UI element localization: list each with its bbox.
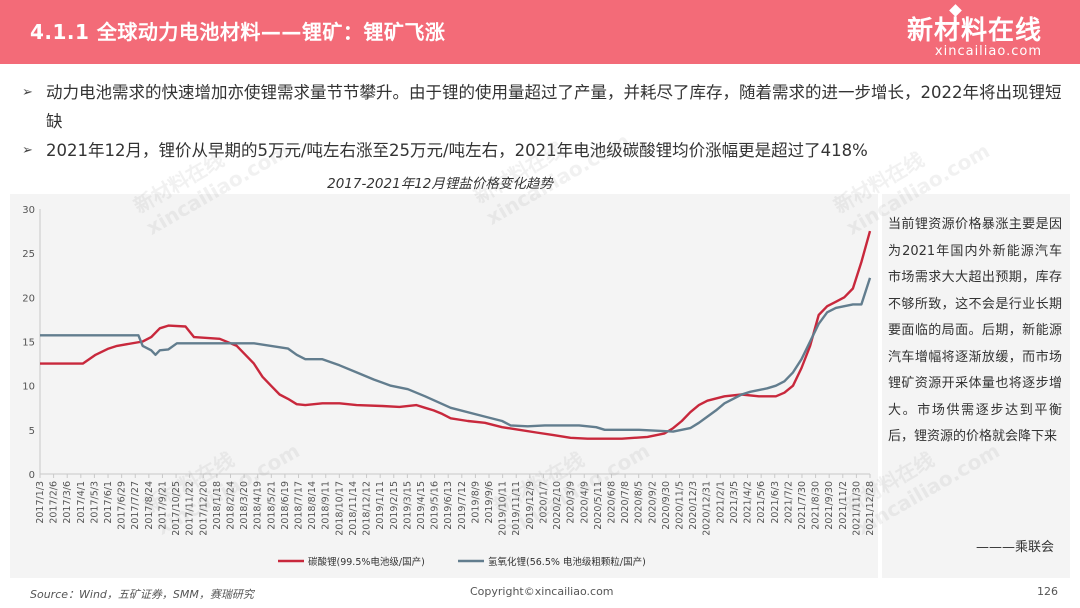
logo-url: xincailiao.com	[934, 44, 1042, 59]
y-tick-label: 30	[22, 205, 35, 216]
x-tick-label: 2018/4/19	[253, 481, 264, 530]
x-tick-label: 2020/5/11	[593, 481, 604, 530]
x-tick-label: 2019/2/15	[389, 481, 400, 530]
x-tick-label: 2020/7/8	[620, 481, 631, 524]
x-tick-label: 2017/8/24	[144, 481, 155, 530]
x-tick-label: 2020/4/9	[579, 481, 590, 524]
x-tick-label: 2020/9/30	[661, 481, 672, 530]
x-tick-label: 2018/10/17	[334, 481, 345, 536]
header-bar: 4.1.1 全球动力电池材料——锂矿：锂矿飞涨 新材料在线 xincailiao…	[0, 0, 1080, 64]
x-tick-label: 2017/12/20	[198, 481, 209, 536]
x-tick-label: 2021/9/30	[824, 481, 835, 530]
x-tick-label: 2018/6/19	[280, 481, 291, 530]
page-title: 4.1.1 全球动力电池材料——锂矿：锂矿飞涨	[30, 20, 446, 44]
x-tick-label: 2017/11/22	[185, 481, 196, 536]
x-tick-label: 2017/5/3	[89, 481, 100, 524]
bullet-item: ➢ 动力电池需求的快速增加亦使锂需求量节节攀升。由于锂的使用量超过了产量，并耗尽…	[22, 78, 1062, 136]
legend-label: 氢氧化锂(56.5% 电池级粗颗粒/国产)	[488, 556, 646, 568]
x-tick-label: 2021/11/2	[838, 481, 849, 530]
x-tick-label: 2019/10/11	[498, 481, 509, 536]
x-tick-label: 2018/2/24	[225, 481, 236, 530]
x-tick-label: 2020/2/10	[552, 481, 563, 530]
x-tick-label: 2017/3/6	[62, 481, 73, 524]
x-tick-label: 2021/12/28	[865, 481, 876, 536]
x-tick-label: 2020/3/9	[566, 481, 577, 524]
x-tick-label: 2019/9/6	[484, 481, 495, 524]
bullet-text: 动力电池需求的快速增加亦使锂需求量节节攀升。由于锂的使用量超过了产量，并耗尽了库…	[46, 83, 1062, 131]
x-tick-label: 2020/12/3	[688, 481, 699, 530]
x-tick-label: 2021/4/2	[743, 481, 754, 524]
copyright: Copyright©xincailiao.com	[470, 585, 614, 598]
x-tick-label: 2019/8/9	[470, 481, 481, 524]
x-tick-label: 2021/3/5	[729, 481, 740, 524]
y-tick-label: 5	[29, 426, 35, 437]
x-tick-label: 2018/9/11	[321, 481, 332, 530]
x-tick-label: 2019/5/16	[430, 481, 441, 530]
bullet-item: ➢ 2021年12月，锂价从早期的5万元/吨左右涨至25万元/吨左右，2021年…	[22, 136, 1062, 165]
x-tick-label: 2019/4/15	[416, 481, 427, 530]
x-tick-label: 2019/6/13	[443, 481, 454, 530]
y-tick-label: 10	[22, 382, 35, 393]
x-tick-label: 2019/3/15	[402, 481, 413, 530]
x-tick-label: 2019/7/12	[457, 481, 468, 530]
x-tick-label: 2020/6/8	[606, 481, 617, 524]
x-tick-label: 2021/5/6	[756, 481, 767, 524]
side-note-text: 当前锂资源价格暴涨主要是因为2021年国内外新能源汽车市场需求大大超出预期，库存…	[888, 217, 1062, 444]
x-tick-label: 2017/7/27	[130, 481, 141, 530]
x-tick-label: 2017/10/25	[171, 481, 182, 536]
y-tick-label: 15	[22, 338, 35, 349]
y-tick-label: 25	[22, 249, 35, 260]
x-tick-label: 2017/9/21	[157, 481, 168, 530]
bullet-arrow-icon: ➢	[22, 85, 33, 100]
x-tick-label: 2017/1/3	[35, 481, 46, 524]
x-tick-label: 2017/2/6	[49, 481, 60, 524]
y-tick-label: 0	[29, 470, 35, 481]
chart-title: 2017-2021年12月锂盐价格变化趋势	[327, 176, 553, 192]
x-tick-label: 2020/8/5	[634, 481, 645, 524]
bullet-list: ➢ 动力电池需求的快速增加亦使锂需求量节节攀升。由于锂的使用量超过了产量，并耗尽…	[22, 78, 1062, 165]
x-tick-label: 2019/1/11	[375, 481, 386, 530]
x-tick-label: 2018/12/12	[362, 481, 373, 536]
logo-text: 新材料在线	[906, 16, 1042, 46]
series-line	[40, 230, 872, 440]
page-number: 126	[1037, 585, 1058, 598]
legend-label: 碳酸锂(99.5%电池级/国产)	[308, 556, 425, 568]
series-line	[40, 277, 872, 433]
bullet-text: 2021年12月，锂价从早期的5万元/吨左右涨至25万元/吨左右，2021年电池…	[46, 141, 868, 160]
x-tick-label: 2020/11/5	[675, 481, 686, 530]
x-tick-label: 2021/7/30	[797, 481, 808, 530]
y-tick-label: 20	[22, 293, 35, 304]
x-tick-label: 2021/8/30	[811, 481, 822, 530]
chart-area: 0 5 10 15 20 25 30 2017/1/3 2017/2/6 2017/3/6 2017…	[10, 194, 878, 578]
x-tick-label: 2020/9/2	[647, 481, 658, 524]
x-tick-label: 2017/6/1	[103, 481, 114, 524]
x-tick-label: 2018/5/21	[266, 481, 277, 530]
x-tick-label: 2018/1/18	[212, 481, 223, 530]
x-tick-label: 2020/12/31	[702, 481, 713, 536]
x-tick-label: 2019/11/11	[511, 481, 522, 536]
x-tick-label: 2020/1/7	[538, 481, 549, 524]
x-tick-label: 2021/7/2	[783, 481, 794, 524]
x-tick-label: 2018/8/14	[307, 481, 318, 530]
x-tick-label: 2018/11/14	[348, 481, 359, 536]
source-note: Source：Wind，五矿证券，SMM，赛瑞研究	[30, 588, 254, 601]
x-tick-label: 2017/4/1	[76, 481, 87, 524]
x-tick-label: 2019/12/9	[525, 481, 536, 530]
x-tick-label: 2018/7/17	[294, 481, 305, 530]
x-tick-label: 2018/3/20	[239, 481, 250, 530]
side-note-panel: 当前锂资源价格暴涨主要是因为2021年国内外新能源汽车市场需求大大超出预期，库存…	[882, 194, 1070, 578]
x-tick-label: 2021/6/3	[770, 481, 781, 524]
x-tick-label: 2017/6/29	[117, 481, 128, 530]
x-tick-label: 2021/11/30	[851, 481, 862, 536]
bullet-arrow-icon: ➢	[22, 143, 33, 158]
x-tick-label: 2021/2/1	[715, 481, 726, 524]
side-note-signature: ———乘联会	[975, 540, 1054, 555]
